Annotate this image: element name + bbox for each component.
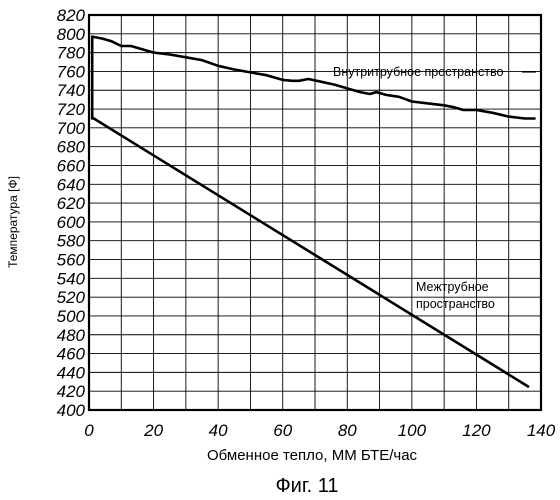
y-tick-label: 740 (57, 81, 86, 100)
y-tick-label: 640 (57, 175, 86, 194)
y-tick-label: 780 (57, 44, 86, 63)
x-tick-label: 80 (338, 421, 357, 440)
y-tick-label: 600 (57, 213, 86, 232)
y-tick-label: 660 (57, 156, 86, 175)
y-tick-label: 400 (57, 401, 86, 420)
y-tick-label: 520 (57, 288, 86, 307)
y-tick-label: 680 (57, 138, 86, 157)
y-tick-label: 540 (57, 269, 86, 288)
y-tick-label: 480 (57, 326, 86, 345)
annotation-shell-side: Межтрубное пространство (416, 280, 495, 311)
y-tick-label: 420 (57, 382, 86, 401)
x-tick-label: 0 (84, 421, 94, 440)
series-line-shell-side (92, 118, 528, 387)
y-tick-label: 820 (57, 6, 86, 25)
x-tick-label: 20 (143, 421, 163, 440)
y-tick-label: 580 (57, 232, 86, 251)
x-tick-label: 100 (398, 421, 427, 440)
annotation-label: Межтрубное (416, 280, 489, 294)
y-tick-label: 560 (57, 251, 86, 270)
x-tick-label: 60 (273, 421, 292, 440)
y-tick-label: 800 (57, 25, 86, 44)
y-axis-label: Температура [Ф] (6, 176, 20, 268)
x-tick-label: 140 (527, 421, 556, 440)
x-tick-labels: 0 20 40 60 80 100 120 140 (84, 421, 555, 440)
y-tick-label: 440 (57, 363, 86, 382)
annotation-label: Внутритрубное пространство (333, 65, 503, 79)
y-tick-label: 500 (57, 307, 86, 326)
y-tick-label: 760 (57, 62, 86, 81)
series-lines (92, 37, 534, 387)
x-tick-label: 40 (209, 421, 228, 440)
y-tick-labels: 4004204404604805005205405605806006206406… (57, 6, 86, 420)
y-tick-label: 460 (57, 345, 86, 364)
y-tick-label: 700 (57, 119, 86, 138)
annotation-label: пространство (416, 297, 495, 311)
figure-caption: Фиг. 11 (275, 475, 338, 497)
y-tick-label: 720 (57, 100, 86, 119)
x-tick-label: 120 (462, 421, 491, 440)
y-tick-label: 620 (57, 194, 86, 213)
annotation-tube-side: Внутритрубное пространство (333, 65, 536, 79)
x-axis-label: Обменное тепло, ММ БТЕ/час (207, 447, 418, 464)
